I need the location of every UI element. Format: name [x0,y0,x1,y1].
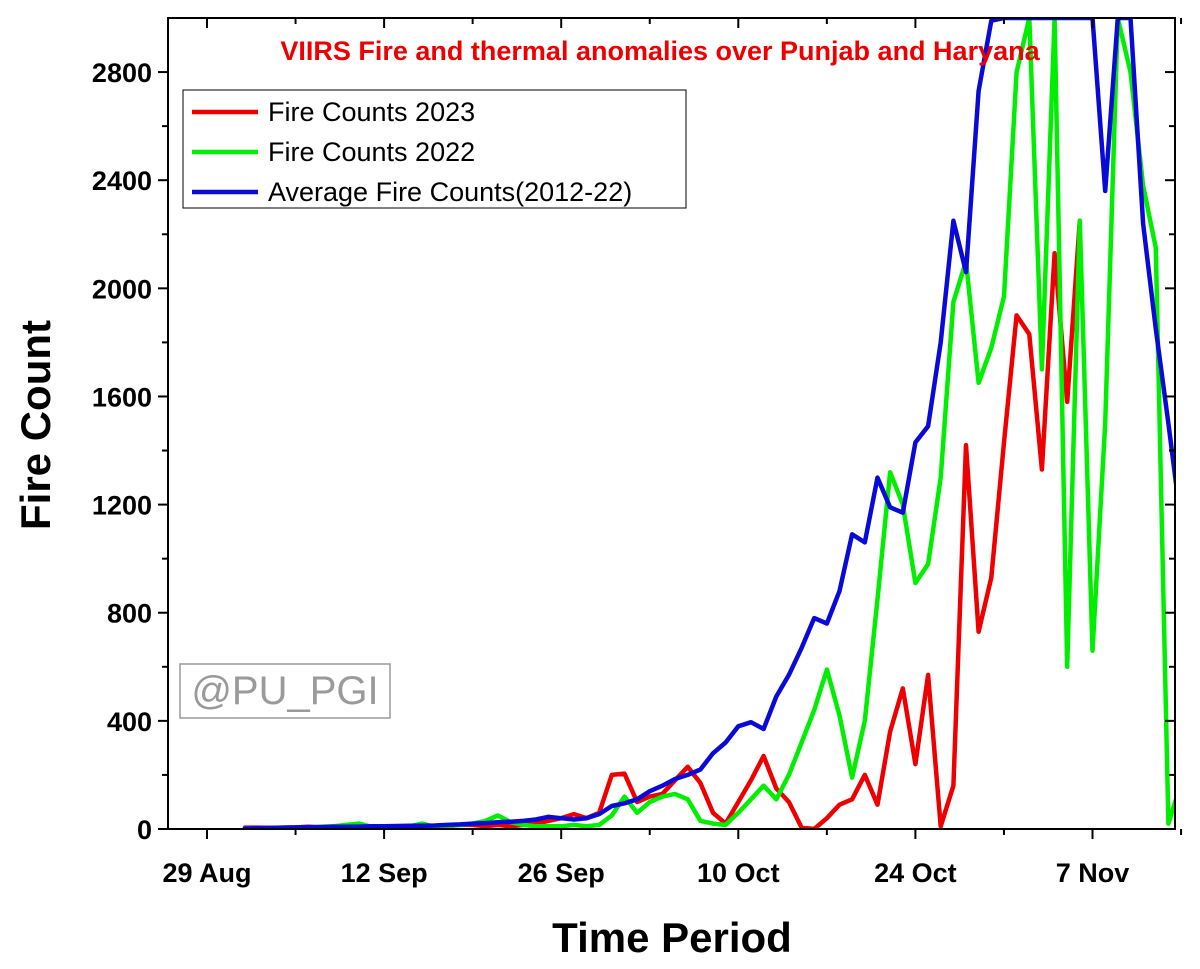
watermark-box [179,663,391,719]
y-tick-label: 400 [107,707,152,737]
watermark: @PU_PGI [179,663,391,719]
legend-label-2: Fire Counts 2022 [268,137,475,167]
x-tick-label: 7 Nov [1056,858,1130,888]
tick-labels-layer: 0 400 800 1200 1600 2000 2400 2800 29 Aug 12 Sep 2… [92,58,1129,888]
x-tick-label: 29 Aug [162,858,251,888]
x-tick-label: 10 Oct [697,858,780,888]
y-tick-label: 1200 [92,491,152,521]
x-tick-label: 24 Oct [874,858,957,888]
x-tick-label: 12 Sep [341,858,428,888]
legend-label-3: Average Fire Counts(2012-22) [268,177,632,207]
y-axis-title: Fire Count [12,320,59,530]
y-tick-label: 2400 [92,166,152,196]
y-tick-label: 800 [107,599,152,629]
y-tick-label: 2800 [92,58,152,88]
chart-title: VIIRS Fire and thermal anomalies over Pu… [280,36,1040,66]
x-axis-title: Time Period [552,914,792,961]
plot-frame [167,17,1176,830]
series-layer [242,18,1175,829]
ticks-layer [158,18,1183,839]
legend-label-1: Fire Counts 2023 [268,97,475,127]
x-tick-label: 26 Sep [518,858,605,888]
y-tick-label: 0 [137,815,152,845]
legend-box [182,89,687,209]
legend: Fire Counts 2023 Fire Counts 2022 Average … [182,89,687,209]
y-tick-label: 2000 [92,274,152,304]
y-tick-label: 1600 [92,382,152,412]
series-line-3 [242,18,1175,829]
watermark-text: @PU_PGI [191,669,378,713]
